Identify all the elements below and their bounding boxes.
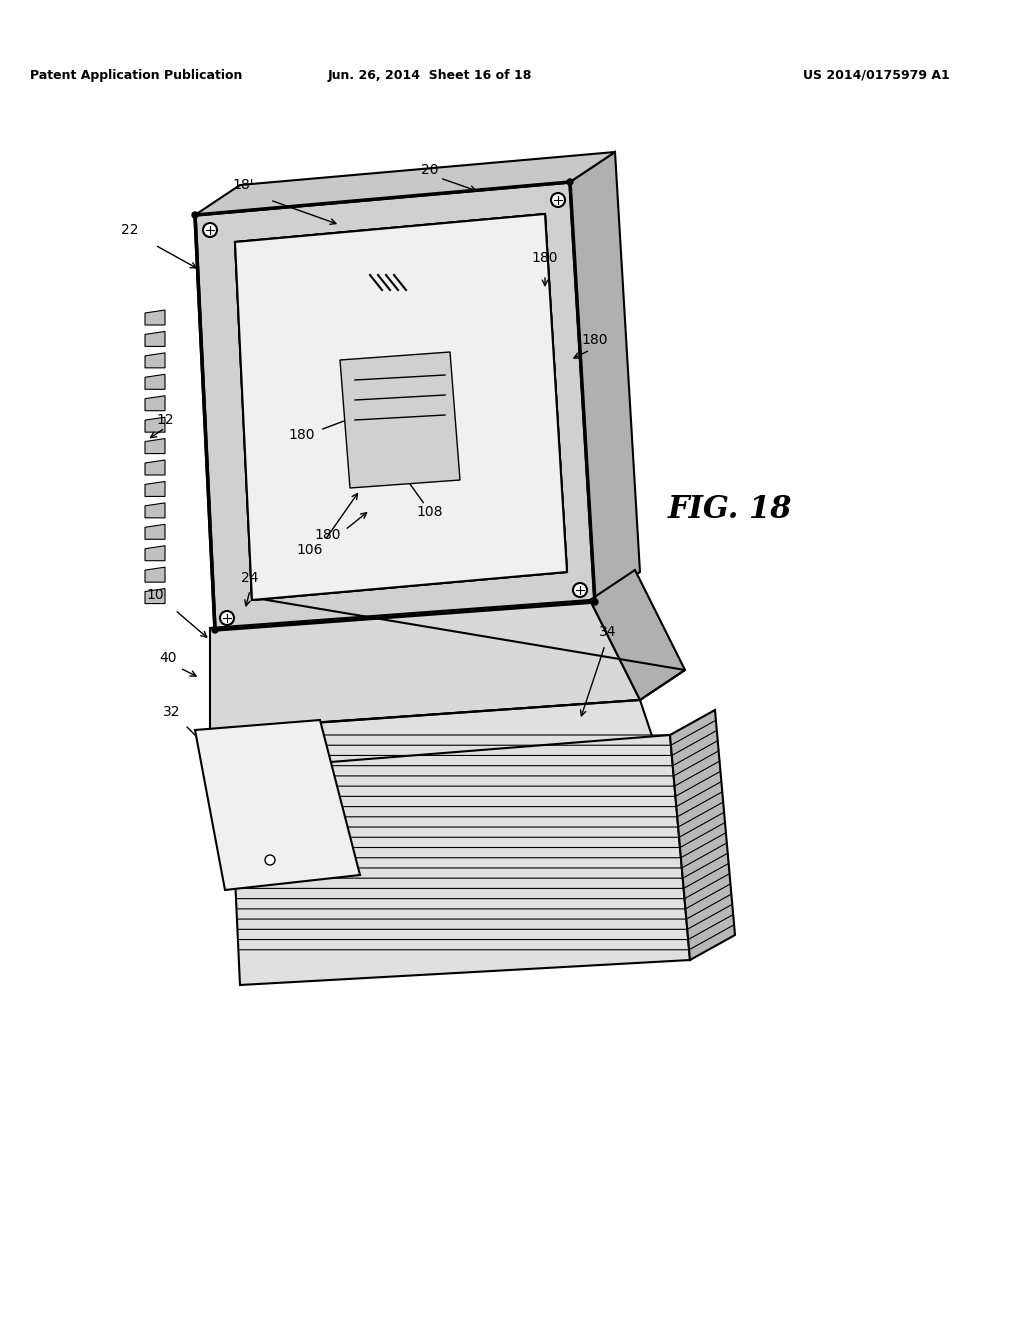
- Text: 180: 180: [582, 333, 608, 347]
- Circle shape: [265, 855, 275, 865]
- Circle shape: [551, 193, 565, 207]
- Text: 108: 108: [417, 506, 443, 519]
- Polygon shape: [215, 700, 660, 775]
- Polygon shape: [590, 570, 685, 700]
- Text: US 2014/0175979 A1: US 2014/0175979 A1: [803, 69, 950, 82]
- Polygon shape: [145, 524, 165, 540]
- Polygon shape: [234, 214, 567, 601]
- Text: Jun. 26, 2014  Sheet 16 of 18: Jun. 26, 2014 Sheet 16 of 18: [328, 69, 532, 82]
- Polygon shape: [195, 719, 360, 890]
- Text: 34: 34: [599, 624, 616, 639]
- Circle shape: [592, 599, 598, 605]
- Polygon shape: [145, 331, 165, 346]
- Polygon shape: [145, 545, 165, 561]
- Text: FIG. 18: FIG. 18: [668, 495, 793, 525]
- Polygon shape: [145, 459, 165, 475]
- Circle shape: [567, 180, 573, 185]
- Circle shape: [193, 213, 198, 218]
- Text: 20: 20: [421, 162, 438, 177]
- Text: 32: 32: [163, 705, 181, 719]
- Polygon shape: [145, 310, 165, 325]
- Polygon shape: [145, 396, 165, 411]
- Polygon shape: [210, 601, 640, 730]
- Text: Patent Application Publication: Patent Application Publication: [30, 69, 243, 82]
- Polygon shape: [570, 152, 640, 602]
- Text: 12: 12: [157, 413, 174, 426]
- Polygon shape: [670, 710, 735, 960]
- Polygon shape: [340, 352, 460, 488]
- Polygon shape: [145, 438, 165, 454]
- Circle shape: [212, 627, 218, 634]
- Text: 40: 40: [160, 651, 177, 665]
- Text: 24: 24: [242, 572, 259, 585]
- Polygon shape: [145, 482, 165, 496]
- Circle shape: [220, 611, 234, 624]
- Text: 180: 180: [314, 528, 341, 543]
- Text: 106: 106: [297, 543, 324, 557]
- Text: 180: 180: [289, 428, 315, 442]
- Polygon shape: [145, 375, 165, 389]
- Circle shape: [203, 223, 217, 238]
- Polygon shape: [145, 417, 165, 432]
- Polygon shape: [145, 352, 165, 368]
- Text: 22: 22: [121, 223, 138, 238]
- Polygon shape: [145, 568, 165, 582]
- Text: 18': 18': [232, 178, 254, 191]
- Text: 36: 36: [240, 813, 257, 828]
- Text: 10: 10: [146, 587, 164, 602]
- Polygon shape: [195, 182, 595, 630]
- Polygon shape: [145, 589, 165, 603]
- Polygon shape: [145, 503, 165, 517]
- Polygon shape: [234, 214, 567, 601]
- Polygon shape: [195, 152, 615, 215]
- Polygon shape: [230, 735, 690, 985]
- Text: 180: 180: [531, 251, 558, 265]
- Circle shape: [573, 583, 587, 597]
